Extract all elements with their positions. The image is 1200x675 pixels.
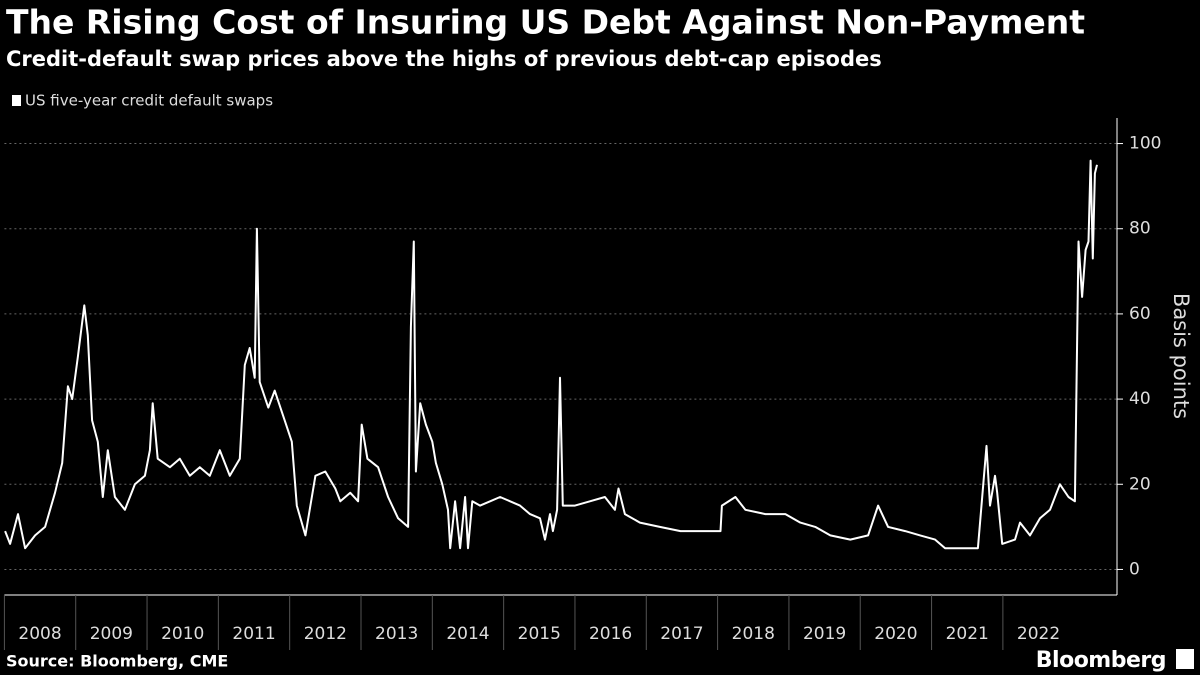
x-tick-label: 2010 [161,624,204,644]
x-tick-label: 2012 [304,624,347,644]
y-tick-label: 0 [1129,559,1140,579]
y-axis-label: Basis points [1169,293,1193,419]
x-tick-label: 2019 [803,624,846,644]
source: Source: Bloomberg, CME [6,652,228,671]
y-tick-label: 40 [1129,389,1151,409]
y-tick-label: 60 [1129,304,1151,324]
x-tick-label: 2018 [732,624,775,644]
x-tick-label: 2013 [375,624,418,644]
brand-icon [1176,649,1194,669]
x-tick-label: 2008 [18,624,61,644]
chart-subtitle: Credit-default swap prices above the hig… [6,47,882,71]
y-tick-label: 100 [1129,134,1161,154]
brand: Bloomberg [1036,648,1166,673]
x-tick-label: 2011 [232,624,275,644]
x-tick-label: 2021 [946,624,989,644]
legend-label: US five-year credit default swaps [25,92,273,110]
legend-swatch [12,95,21,106]
x-tick-label: 2022 [1017,624,1060,644]
x-tick-label: 2014 [446,624,489,644]
x-tick-label: 2009 [90,624,133,644]
x-tick-label: 2017 [660,624,703,644]
series-line [4,159,1098,550]
chart-title: The Rising Cost of Insuring US Debt Agai… [6,3,1085,42]
x-tick-label: 2015 [518,624,561,644]
x-tick-label: 2020 [874,624,917,644]
x-tick-label: 2016 [589,624,632,644]
y-tick-label: 20 [1129,474,1151,494]
y-tick-label: 80 [1129,219,1151,239]
